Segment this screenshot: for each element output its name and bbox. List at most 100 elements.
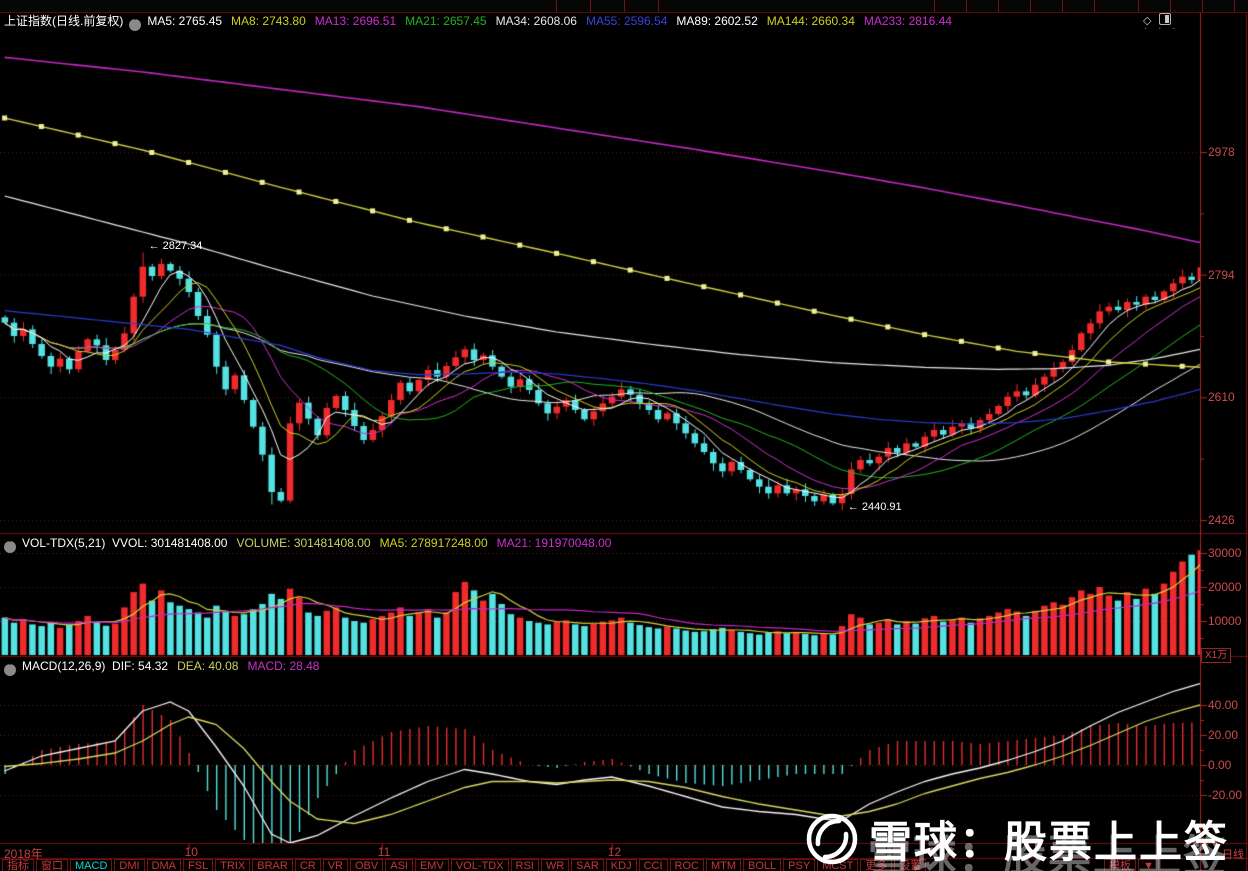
indicator-value: MA5: 2765.45 xyxy=(147,14,223,28)
diamond-icon[interactable]: ◇ xyxy=(1143,15,1152,27)
indicator-tab-vol-tdx[interactable]: VOL-TDX xyxy=(450,859,509,871)
indicator-value: MA13: 2696.51 xyxy=(314,14,397,28)
ma-values-readout: MA5: 2765.45 MA8: 2743.80 MA13: 2696.51 MA2… xyxy=(147,14,961,28)
macd-axis-label: 0.00 xyxy=(1208,758,1232,772)
indicator-value: MA21: 2657.45 xyxy=(405,14,487,28)
period-label: 日线 xyxy=(1222,849,1244,861)
indicator-tab-wr[interactable]: WR xyxy=(540,859,570,871)
xueqiu-logo-icon xyxy=(806,813,858,865)
timeline-label: 2018年 xyxy=(4,847,43,861)
price-annotation: ← 2440.91 xyxy=(847,501,902,514)
volume-values-readout: VVOL: 301481408.00 VOLUME: 301481408.00 MA… xyxy=(112,536,620,550)
toolbar-fragment xyxy=(998,0,999,12)
timeline-label: 11 xyxy=(377,845,391,859)
toolbar-fragment xyxy=(1030,0,1031,12)
macd-values-readout: DIF: 54.32 DEA: 40.08 MACD: 28.48 xyxy=(112,659,328,673)
volume-unit-label: X1万 xyxy=(1201,648,1232,663)
indicator-tab-cci[interactable]: CCI xyxy=(638,859,668,871)
indicator-tab-窗口[interactable]: 窗口 xyxy=(36,859,68,871)
toolbar-fragment xyxy=(966,0,967,12)
indicator-tab-mtm[interactable]: MTM xyxy=(705,859,742,871)
watermark-text: 雪球：股票上上签 xyxy=(869,819,1229,867)
indicator-tab-设置[interactable]: 设置 xyxy=(894,859,927,871)
indicator-tab-vr[interactable]: VR xyxy=(322,859,348,871)
template-tab[interactable]: ▼ xyxy=(1138,859,1159,871)
price-axis-label: 2610 xyxy=(1208,390,1235,405)
indicator-value: MA89: 2602.52 xyxy=(676,14,758,28)
template-tab[interactable]: 模板 xyxy=(1104,859,1136,871)
indicator-tab-boll[interactable]: BOLL xyxy=(743,859,782,871)
indicator-tab-brar[interactable]: BRAR xyxy=(252,859,293,871)
toolbar-fragment xyxy=(1062,0,1063,12)
watermark-ghost: 雪球：股票上上签 xyxy=(868,833,1228,871)
collapse-chevron-icon[interactable]: ˇ xyxy=(129,19,142,31)
indicator-tab-dmi[interactable]: DMI xyxy=(114,859,145,871)
volume-axis-label: 10000 xyxy=(1208,614,1242,628)
chart-corner-icons: ◇ xyxy=(1143,13,1172,27)
indicator-tab-dma[interactable]: DMA xyxy=(146,859,182,871)
panel-icon[interactable] xyxy=(1159,13,1172,25)
indicator-value: DEA: 40.08 xyxy=(177,659,239,673)
symbol-title: 上证指数(日线.前复权) xyxy=(4,14,124,28)
volume-header: ˇ VOL-TDX(5,21) VVOL: 301481408.00 VOLUME:… xyxy=(4,535,620,553)
collapse-chevron-icon[interactable]: ˇ xyxy=(4,541,16,553)
toolbar-fragment xyxy=(658,0,659,12)
indicator-tab-trix[interactable]: TRIX xyxy=(215,859,251,871)
macd-axis-label: 20.00 xyxy=(1208,728,1239,742)
toolbar-fragment xyxy=(1138,0,1139,12)
price-axis-label: 2794 xyxy=(1208,267,1235,282)
indicator-tab-更多[interactable]: 更多 xyxy=(860,859,893,871)
toolbar-fragment xyxy=(1170,0,1171,12)
template-tab-group: 模板 ▼ xyxy=(1104,859,1159,871)
indicator-tab-kdj[interactable]: KDJ xyxy=(605,859,637,871)
toolbar-fragment xyxy=(1202,0,1203,12)
toolbar-fragment xyxy=(590,0,591,12)
indicator-value: MA8: 2743.80 xyxy=(231,14,306,28)
main-chart-header: 上证指数(日线.前复权) ˇ MA5: 2765.45 MA8: 2743.80 MA1… xyxy=(4,13,961,31)
indicator-tab-fsl[interactable]: FSL xyxy=(183,859,214,871)
toolbar-fragment xyxy=(934,0,935,12)
indicator-tab-指标[interactable]: 指标 xyxy=(2,859,34,871)
indicator-tab-cr[interactable]: CR xyxy=(294,859,321,871)
indicator-tabbar: 指标 窗口 MACD DMI DMA FSL TRIX BRAR CR VR OBV ASI EMV VO… xyxy=(2,859,927,871)
indicator-value: MA233: 2816.44 xyxy=(863,14,952,28)
indicator-tab-sar[interactable]: SAR xyxy=(571,859,604,871)
indicator-value: MA21: 191970048.00 xyxy=(496,536,612,550)
timeline-label: 12 xyxy=(607,845,622,859)
indicator-tab-roc[interactable]: ROC xyxy=(669,859,704,871)
price-axis-label: 2978 xyxy=(1208,145,1235,159)
macd-header: ˇ MACD(12,26,9) DIF: 54.32 DEA: 40.08 MACD:… xyxy=(4,658,328,676)
toolbar-strip-cropped xyxy=(0,0,1248,13)
indicator-value: MA144: 2660.34 xyxy=(766,14,855,28)
indicator-tab-rsi[interactable]: RSI xyxy=(510,859,539,871)
macd-axis-label: 40.00 xyxy=(1208,698,1239,712)
indicator-value: MA5: 278917248.00 xyxy=(379,536,488,550)
price-axis-label: 2426 xyxy=(1208,513,1235,527)
collapse-chevron-icon[interactable]: ˇ xyxy=(4,664,16,676)
indicator-tab-obv[interactable]: OBV xyxy=(350,859,384,871)
timeline-label: 10 xyxy=(184,845,198,859)
indicator-value: DIF: 54.32 xyxy=(112,659,169,673)
indicator-tab-emv[interactable]: EMV xyxy=(414,859,449,871)
toolbar-fragment xyxy=(556,0,557,12)
indicator-tab-asi[interactable]: ASI xyxy=(385,859,413,871)
volume-axis-label: 20000 xyxy=(1208,580,1242,594)
toolbar-fragment xyxy=(1094,0,1095,12)
volume-axis-label: 30000 xyxy=(1208,546,1242,560)
price-annotation: ← 2827.34 xyxy=(148,240,203,253)
indicator-value: VVOL: 301481408.00 xyxy=(112,536,228,550)
indicator-value: MACD: 28.48 xyxy=(247,659,320,673)
volume-indicator-title: VOL-TDX(5,21) xyxy=(22,536,106,550)
macd-indicator-title: MACD(12,26,9) xyxy=(22,659,106,673)
indicator-value: MA34: 2608.06 xyxy=(495,14,577,28)
indicator-tab-macd[interactable]: MACD xyxy=(70,859,113,871)
toolbar-fragment xyxy=(624,0,625,12)
toolbar-fragment xyxy=(1234,0,1235,12)
indicator-value: MA55: 2596.54 xyxy=(585,14,668,28)
drag-dots-icon[interactable]: · · · xyxy=(1144,23,1180,34)
indicator-tab-psy[interactable]: PSY xyxy=(783,859,816,871)
indicator-value: VOLUME: 301481408.00 xyxy=(236,536,371,550)
